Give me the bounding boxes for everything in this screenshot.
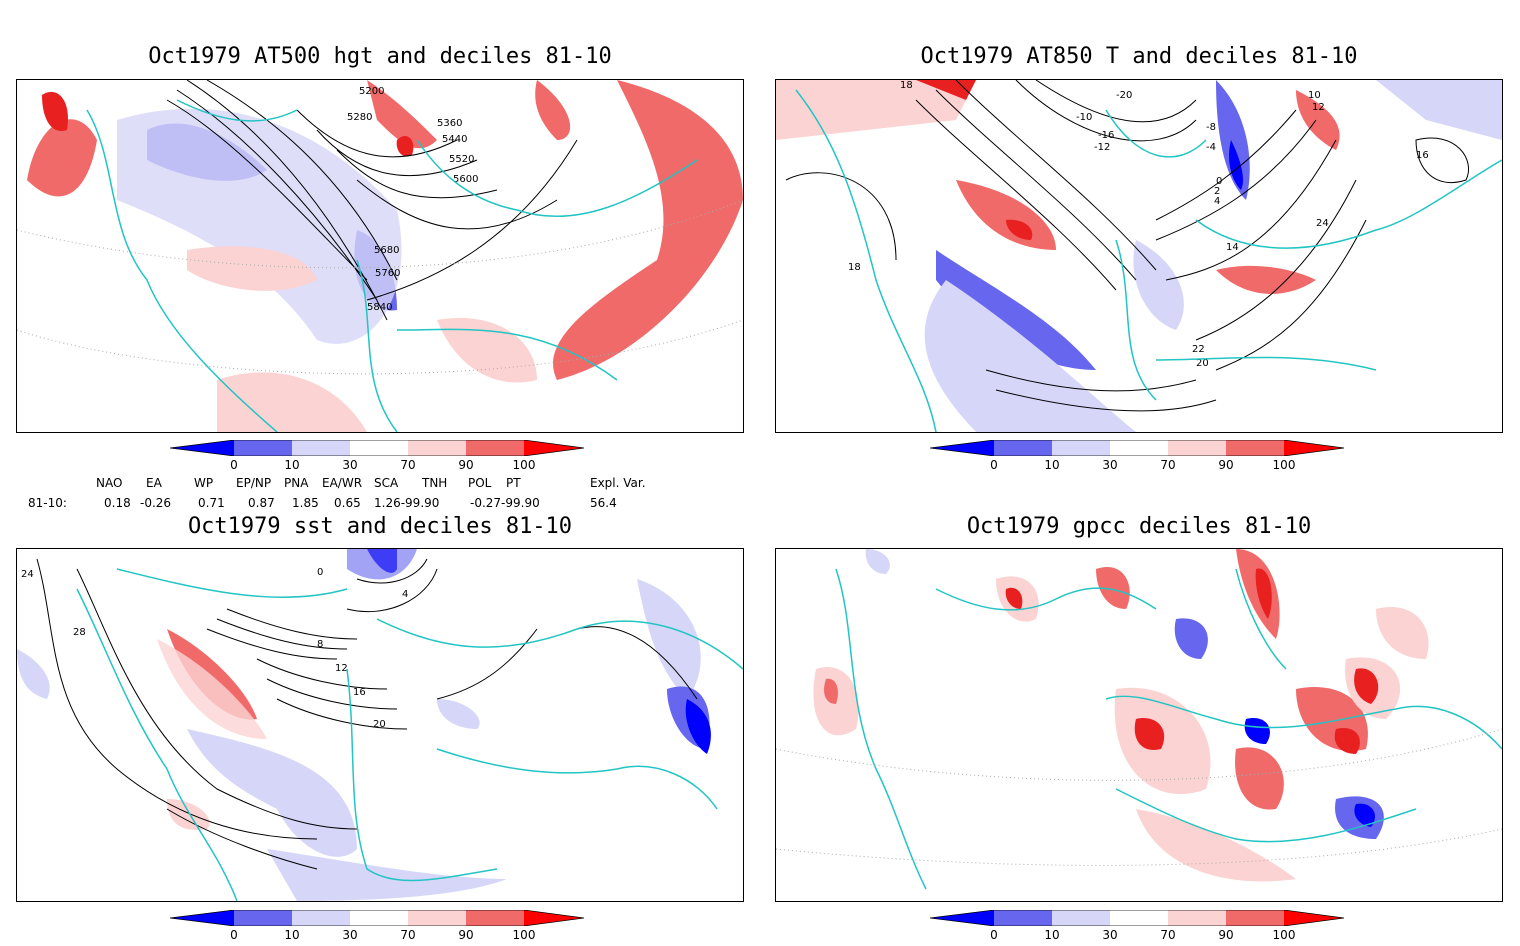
contour-label: 5440 (442, 134, 467, 145)
colorbar-t850: 0 10 30 70 90 100 (929, 439, 1350, 476)
index-header: EA (146, 476, 162, 490)
colorbar-tick: 100 (1272, 458, 1296, 472)
contour-label: 14 (1226, 242, 1239, 253)
contour-label: -12 (1094, 142, 1110, 153)
index-value: 1.85 (292, 496, 319, 510)
colorbar-tick: 90 (1218, 458, 1234, 472)
contour-label: 0 (317, 567, 323, 578)
map-t850: 18 -10 -20 -16 -12 -8 -4 0 2 4 10 12 14 … (775, 79, 1503, 433)
panel-title-sst: Oct1979 sst and deciles 81-10 (187, 514, 573, 539)
contour-label: -16 (1098, 130, 1114, 141)
contour-label: 8 (317, 639, 323, 650)
contour-label: 4 (1214, 196, 1220, 207)
contour-label: 12 (335, 663, 348, 674)
colorbar-tick: 0 (990, 458, 998, 472)
colorbar-tick: 70 (1160, 928, 1176, 942)
colorbar-tick: 30 (342, 928, 358, 942)
map-hgt500: 5200 5280 5360 5440 5520 5600 5680 5760 … (16, 79, 744, 433)
panel-title-t850: Oct1979 AT850 T and deciles 81-10 (920, 44, 1358, 69)
index-value: 56.4 (590, 496, 617, 510)
colorbar-tick: 10 (284, 928, 300, 942)
map-sst: 24 28 0 4 8 12 16 20 (16, 548, 744, 902)
colorbar-tick: 10 (1044, 928, 1060, 942)
contour-label: 5520 (449, 154, 474, 165)
index-header: NAO (96, 476, 123, 490)
colorbar-tick: 70 (400, 458, 416, 472)
contour-label: 24 (1316, 218, 1329, 229)
colorbar-tick: 0 (230, 928, 238, 942)
colorbar-tick: 30 (342, 458, 358, 472)
colorbar-tick: 100 (1272, 928, 1296, 942)
index-header: SCA (374, 476, 399, 490)
colorbar-tick: 30 (1102, 928, 1118, 942)
colorbar-hgt500: 0 10 30 70 90 100 (169, 439, 590, 476)
index-header: Expl. Var. (590, 476, 646, 490)
contour-label: 22 (1192, 344, 1205, 355)
contour-label: 18 (900, 80, 913, 91)
colorbar-tick: 30 (1102, 458, 1118, 472)
index-value: 0.18 (104, 496, 131, 510)
teleconnection-indices: NAO EA WP EP/NP PNA EA/WR SCA TNH POL PT… (22, 474, 722, 514)
contour-label: 5760 (375, 268, 400, 279)
contour-label: 20 (373, 719, 386, 730)
index-header: EP/NP (236, 476, 272, 490)
colorbar-tick: 100 (512, 928, 536, 942)
colorbar-tick: 70 (400, 928, 416, 942)
contour-label: 28 (73, 627, 86, 638)
colorbar-tick: 10 (284, 458, 300, 472)
index-header: PT (506, 476, 521, 490)
contour-label: 2 (1214, 186, 1220, 197)
colorbar-tick: 0 (990, 928, 998, 942)
index-header: POL (468, 476, 492, 490)
contour-label: 5280 (347, 112, 372, 123)
index-value: 1.26-99.90 (374, 496, 440, 510)
contour-label: 12 (1312, 102, 1325, 113)
contour-label: -8 (1206, 122, 1216, 133)
index-value: 0.71 (198, 496, 225, 510)
contour-label: -20 (1116, 90, 1132, 101)
index-header: EA/WR (322, 476, 363, 490)
index-value: 0.87 (248, 496, 275, 510)
colorbar-tick: 70 (1160, 458, 1176, 472)
contour-label: 4 (402, 589, 408, 600)
contour-label: 0 (1216, 176, 1222, 187)
index-header: WP (194, 476, 214, 490)
contour-label: 16 (1416, 150, 1429, 161)
colorbar-sst: 0 10 30 70 90 100 (169, 909, 590, 946)
map-gpcc (775, 548, 1503, 902)
contour-label: 5200 (359, 86, 384, 97)
contour-label: 10 (1308, 90, 1321, 101)
contour-label: -10 (1076, 112, 1092, 123)
colorbar-tick: 0 (230, 458, 238, 472)
contour-label: 5360 (437, 118, 462, 129)
colorbar-tick: 90 (1218, 928, 1234, 942)
colorbar-tick: 90 (458, 458, 474, 472)
contour-label: 5680 (374, 245, 399, 256)
contour-label: 20 (1196, 358, 1209, 369)
contour-label: 18 (848, 262, 861, 273)
panel-title-gpcc: Oct1979 gpcc deciles 81-10 (966, 514, 1312, 539)
index-value: -0.27-99.90 (470, 496, 540, 510)
panel-title-hgt500: Oct1979 AT500 hgt and deciles 81-10 (148, 44, 612, 69)
contour-label: -4 (1206, 142, 1216, 153)
colorbar-gpcc: 0 10 30 70 90 100 (929, 909, 1350, 946)
contour-label: 5600 (453, 174, 478, 185)
index-header: PNA (284, 476, 309, 490)
contour-label: 24 (21, 569, 34, 580)
index-header: TNH (422, 476, 448, 490)
colorbar-tick: 100 (512, 458, 536, 472)
colorbar-tick: 10 (1044, 458, 1060, 472)
contour-label: 5840 (367, 302, 392, 313)
colorbar-tick: 90 (458, 928, 474, 942)
contour-label: 16 (353, 687, 366, 698)
index-row-label: 81-10: (28, 496, 67, 510)
index-value: -0.26 (140, 496, 172, 510)
index-value: 0.65 (334, 496, 361, 510)
